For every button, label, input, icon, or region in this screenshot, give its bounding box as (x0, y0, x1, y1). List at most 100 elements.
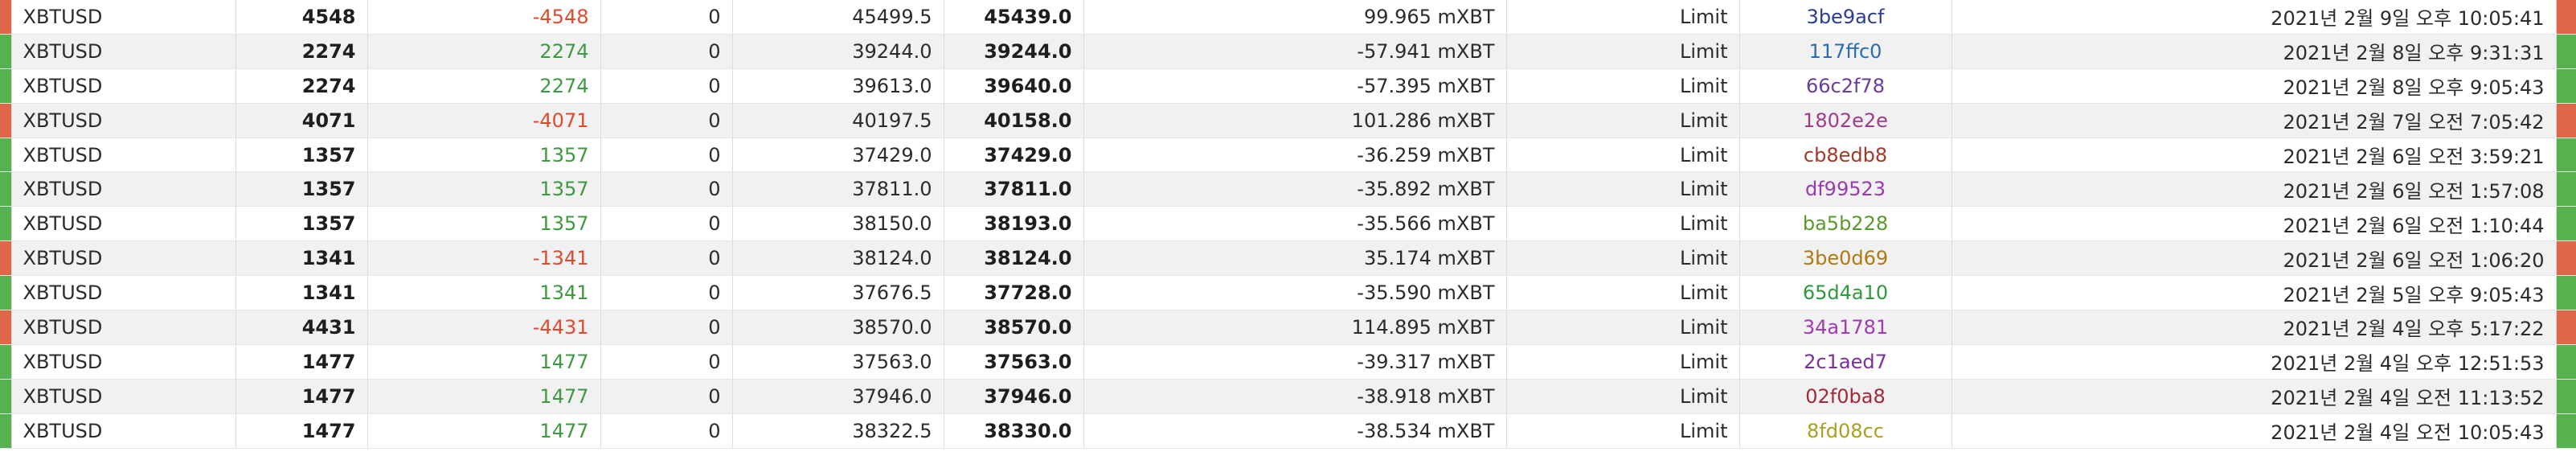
remaining-qty-text: 0 (708, 39, 721, 63)
order-id-cell: 3be0d69 (1739, 240, 1952, 277)
filled-qty-cell: 2274 (367, 34, 601, 69)
sell-side-marker (0, 310, 10, 344)
buy-side-marker (0, 379, 10, 413)
filled-qty-text: 1357 (539, 212, 589, 236)
table-row[interactable]: XBTUSD 1357 1357 0 37429.0 37429.0 -36.259 mXB… (0, 138, 2576, 173)
fee-cell: -36.259 mXBT (1083, 138, 1507, 173)
remaining-qty-text: 0 (708, 315, 721, 339)
order-id-text: cb8edb8 (1803, 143, 1888, 166)
remaining-qty-cell: 0 (600, 103, 733, 138)
order-type-cell: Limit (1506, 171, 1740, 207)
size-cell: 2274 (235, 68, 368, 104)
fee-text: -39.317 mXBT (1357, 350, 1495, 373)
size-text: 2274 (301, 74, 356, 97)
avg-price-text: 40158.0 (984, 109, 1072, 132)
symbol-text: XBTUSD (23, 419, 103, 442)
fee-text: 114.895 mXBT (1351, 315, 1495, 339)
table-row[interactable]: XBTUSD 1477 1477 0 37946.0 37946.0 -38.918 mXB… (0, 379, 2576, 414)
order-type-text: Limit (1680, 212, 1728, 236)
buy-side-edge-marker (2556, 276, 2575, 310)
time-cell: 2021년 2월 8일 오후 9:31:31 (1951, 34, 2557, 69)
remaining-qty-cell: 0 (600, 138, 733, 173)
table-row[interactable]: XBTUSD 1341 -1341 0 38124.0 38124.0 35.174 mXB… (0, 240, 2576, 277)
avg-price-text: 37563.0 (984, 350, 1072, 373)
side-indicator-cell (0, 103, 12, 138)
table-row[interactable]: XBTUSD 4071 -4071 0 40197.5 40158.0 101.286 mX… (0, 103, 2576, 138)
time-cell: 2021년 2월 5일 오후 9:05:43 (1951, 275, 2557, 311)
remaining-qty-cell: 0 (600, 206, 733, 242)
size-text: 1477 (301, 419, 356, 442)
order-id-text: 8fd08cc (1807, 419, 1884, 442)
remaining-qty-text: 0 (708, 212, 721, 236)
order-price-cell: 37946.0 (732, 379, 944, 414)
symbol-cell: XBTUSD (11, 240, 236, 277)
filled-qty-text: -4431 (532, 315, 589, 339)
avg-price-cell: 38193.0 (944, 206, 1084, 242)
order-id-text: 66c2f78 (1806, 74, 1885, 97)
fee-cell: -57.395 mXBT (1083, 68, 1507, 104)
symbol-text: XBTUSD (23, 74, 103, 97)
time-text: 2021년 2월 4일 오전 11:13:52 (2271, 387, 2545, 410)
symbol-text: XBTUSD (23, 350, 103, 373)
avg-price-text: 45439.0 (984, 5, 1072, 28)
table-row[interactable]: XBTUSD 4548 -4548 0 45499.5 45439.0 99.965 mXB… (0, 0, 2576, 35)
row-edge-cell (2556, 34, 2576, 69)
table-row[interactable]: XBTUSD 1477 1477 0 37563.0 37563.0 -39.317 mXB… (0, 344, 2576, 380)
order-type-text: Limit (1680, 419, 1728, 442)
time-text: 2021년 2월 6일 오전 3:59:21 (2283, 146, 2545, 168)
table-row[interactable]: XBTUSD 1477 1477 0 38322.5 38330.0 -38.534 mXB… (0, 413, 2576, 449)
remaining-qty-text: 0 (708, 247, 721, 270)
side-indicator-cell (0, 310, 12, 345)
filled-qty-text: -4071 (532, 109, 589, 132)
remaining-qty-text: 0 (708, 74, 721, 97)
symbol-cell: XBTUSD (11, 68, 236, 104)
table-row[interactable]: XBTUSD 2274 2274 0 39613.0 39640.0 -57.395 mXB… (0, 68, 2576, 104)
avg-price-cell: 37811.0 (944, 171, 1084, 207)
symbol-text: XBTUSD (23, 247, 103, 270)
order-price-cell: 37676.5 (732, 275, 944, 311)
order-id-text: 1802e2e (1803, 109, 1888, 132)
table-row[interactable]: XBTUSD 1341 1341 0 37676.5 37728.0 -35.590 mXB… (0, 275, 2576, 311)
remaining-qty-text: 0 (708, 281, 721, 305)
avg-price-text: 38330.0 (984, 419, 1072, 442)
time-cell: 2021년 2월 4일 오후 12:51:53 (1951, 344, 2557, 380)
table-row[interactable]: XBTUSD 2274 2274 0 39244.0 39244.0 -57.941 mXB… (0, 34, 2576, 69)
avg-price-text: 38124.0 (984, 247, 1072, 270)
filled-qty-cell: -4071 (367, 103, 601, 138)
symbol-cell: XBTUSD (11, 171, 236, 207)
order-id-cell: ba5b228 (1739, 206, 1952, 242)
order-id-text: df99523 (1804, 178, 1886, 201)
side-indicator-cell (0, 275, 12, 311)
table-row[interactable]: XBTUSD 1357 1357 0 37811.0 37811.0 -35.892 mXB… (0, 171, 2576, 207)
symbol-text: XBTUSD (23, 212, 103, 236)
order-type-text: Limit (1680, 74, 1728, 97)
symbol-cell: XBTUSD (11, 0, 236, 35)
avg-price-cell: 45439.0 (944, 0, 1084, 35)
avg-price-text: 37811.0 (984, 178, 1072, 201)
buy-side-edge-marker (2556, 172, 2575, 206)
fee-cell: 35.174 mXBT (1083, 240, 1507, 277)
side-indicator-cell (0, 0, 12, 35)
remaining-qty-text: 0 (708, 109, 721, 132)
symbol-cell: XBTUSD (11, 310, 236, 345)
order-type-cell: Limit (1506, 413, 1740, 449)
symbol-text: XBTUSD (23, 109, 103, 132)
fee-text: 35.174 mXBT (1363, 247, 1495, 270)
order-price-cell: 38322.5 (732, 413, 944, 449)
order-id-text: 3be0d69 (1802, 247, 1889, 270)
symbol-cell: XBTUSD (11, 138, 236, 173)
size-cell: 1357 (235, 171, 368, 207)
filled-qty-cell: 1357 (367, 171, 601, 207)
order-type-text: Limit (1680, 143, 1728, 166)
size-text: 1357 (301, 143, 356, 166)
fee-cell: 114.895 mXBT (1083, 310, 1507, 345)
avg-price-cell: 37563.0 (944, 344, 1084, 380)
buy-side-marker (0, 68, 10, 103)
table-row[interactable]: XBTUSD 1357 1357 0 38150.0 38193.0 -35.566 mXB… (0, 206, 2576, 242)
filled-qty-cell: 1477 (367, 344, 601, 380)
order-price-text: 38150.0 (852, 212, 932, 236)
table-row[interactable]: XBTUSD 4431 -4431 0 38570.0 38570.0 114.895 mX… (0, 310, 2576, 345)
order-id-cell: cb8edb8 (1739, 138, 1952, 173)
side-indicator-cell (0, 379, 12, 414)
